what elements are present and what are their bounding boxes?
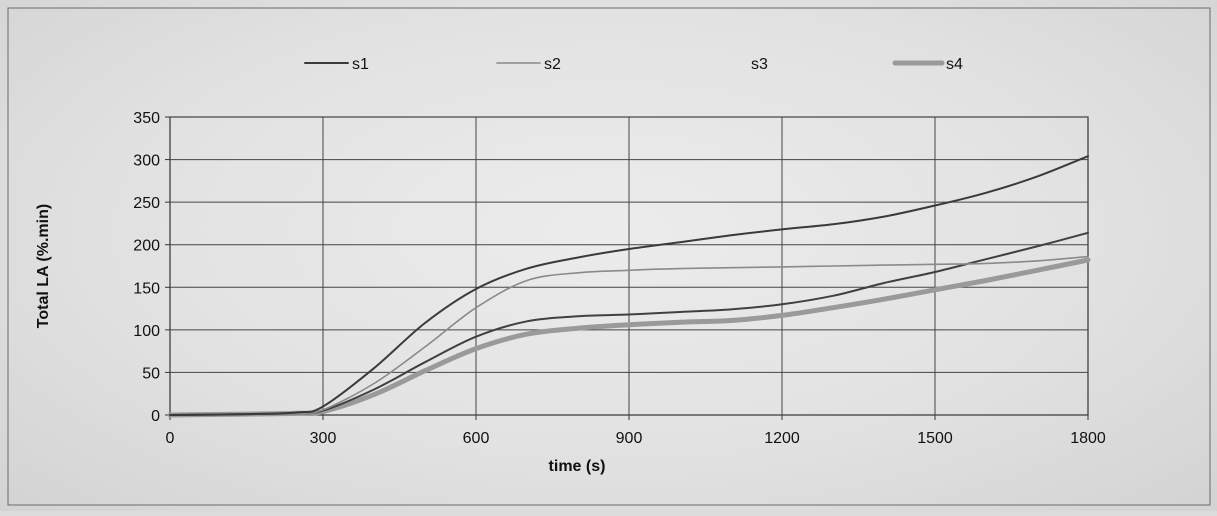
y-tick-label: 350 — [133, 110, 160, 127]
x-tick-label: 0 — [166, 430, 175, 447]
x-tick-labels: 0 300 600 900 1200 1500 1800 — [166, 415, 1106, 447]
x-axis-title: time (s) — [549, 458, 606, 475]
y-tick-label: 200 — [133, 238, 160, 255]
legend-label-s1: s1 — [352, 56, 369, 73]
x-tick-label: 600 — [463, 430, 490, 447]
y-axis-title: Total LA (%.min) — [35, 204, 52, 328]
y-tick-label: 0 — [151, 408, 160, 425]
legend: s1 s2 s3 s4 — [305, 56, 963, 73]
y-tick-label: 250 — [133, 195, 160, 212]
y-tick-label: 300 — [133, 153, 160, 170]
x-tick-label: 900 — [616, 430, 643, 447]
legend-label-s3: s3 — [751, 56, 768, 73]
x-tick-label: 1200 — [764, 430, 800, 447]
y-tick-label: 50 — [142, 365, 160, 382]
legend-label-s2: s2 — [544, 56, 561, 73]
x-tick-label: 1800 — [1070, 430, 1106, 447]
gridlines — [170, 117, 1088, 415]
x-tick-label: 300 — [310, 430, 337, 447]
y-tick-label: 150 — [133, 280, 160, 297]
y-tick-labels: 0 50 100 150 200 250 300 350 — [133, 110, 170, 425]
legend-label-s4: s4 — [946, 56, 963, 73]
x-tick-label: 1500 — [917, 430, 953, 447]
y-tick-label: 100 — [133, 323, 160, 340]
chart-border — [8, 8, 1210, 505]
